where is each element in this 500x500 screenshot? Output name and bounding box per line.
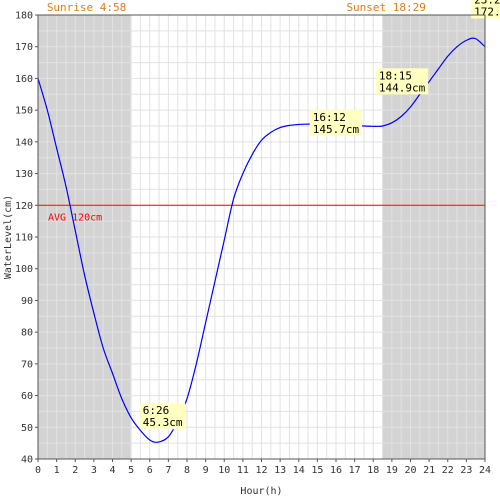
x-tick-label: 13 [274, 465, 286, 476]
annotation-time: 23:28 [474, 0, 500, 6]
average-line-group: AVG 120cm [38, 204, 485, 223]
y-tick-label: 40 [21, 455, 33, 466]
series-line-0 [37, 37, 486, 443]
x-tick-label: 18 [367, 465, 379, 476]
x-tick-label: 14 [293, 465, 305, 476]
x-tick-label: 0 [35, 465, 41, 476]
x-tick-label: 12 [255, 465, 267, 476]
y-tick-label: 70 [21, 359, 33, 370]
annotations: 6:2645.3cm16:12145.7cm18:15144.9cm23:281… [139, 0, 500, 430]
average-label: AVG 120cm [48, 212, 102, 223]
x-tick-label: 9 [203, 465, 209, 476]
y-tick-label: 180 [15, 11, 33, 22]
annotation-time: 18:15 [379, 69, 412, 82]
x-tick-label: 16 [330, 465, 342, 476]
x-tick-label: 2 [72, 465, 78, 476]
annotation-3: 23:28172.6cm [471, 0, 500, 19]
x-tick-label: 6 [147, 465, 153, 476]
x-tick-label: 7 [165, 465, 171, 476]
annotation-value: 172.6cm [474, 5, 500, 18]
y-tick-label: 100 [15, 264, 33, 275]
sunrise-label: Sunrise 4:58 [47, 1, 126, 14]
annotation-value: 145.7cm [313, 123, 360, 136]
x-axis-title: Hour(h) [240, 486, 282, 497]
annotation-box [471, 0, 500, 19]
y-tick-label: 80 [21, 328, 33, 339]
x-tick-label: 1 [54, 465, 60, 476]
y-tick-label: 120 [15, 201, 33, 212]
x-tick-label: 23 [460, 465, 472, 476]
water-level-series [37, 37, 486, 443]
annotation-time: 6:26 [143, 404, 170, 417]
annotation-box [375, 68, 429, 95]
x-tick-label: 20 [404, 465, 416, 476]
tick-labels: 0 1 2 3 4 5 6 7 8 9 10 11 12 13 14 15 16 17 18 19 20 21 22 23 24… [15, 11, 491, 477]
annotation-time: 16:12 [313, 111, 346, 124]
y-axis-title: WaterLevel(cm) [3, 195, 14, 279]
x-tick-label: 22 [442, 465, 454, 476]
y-tick-label: 160 [15, 74, 33, 85]
y-tick-label: 150 [15, 106, 33, 117]
x-tick-label: 19 [386, 465, 398, 476]
y-tick-label: 50 [21, 423, 33, 434]
y-tick-label: 110 [15, 233, 33, 244]
y-tick-label: 140 [15, 137, 33, 148]
x-tick-label: 10 [218, 465, 230, 476]
annotation-value: 144.9cm [379, 81, 426, 94]
annotation-box [139, 403, 186, 430]
x-tick-label: 3 [91, 465, 97, 476]
x-tick-label: 4 [109, 465, 115, 476]
y-tick-label: 60 [21, 391, 33, 402]
x-tick-label: 24 [479, 465, 491, 476]
y-tick-label: 130 [15, 169, 33, 180]
x-tick-label: 8 [184, 465, 190, 476]
y-tick-label: 90 [21, 296, 33, 307]
x-tick-label: 17 [349, 465, 361, 476]
x-tick-label: 11 [237, 465, 249, 476]
annotation-box [309, 109, 362, 136]
x-tick-label: 15 [311, 465, 323, 476]
x-tick-label: 21 [423, 465, 435, 476]
sunset-label: Sunset 18:29 [346, 1, 425, 14]
annotation-value: 45.3cm [143, 416, 183, 429]
y-tick-label: 170 [15, 42, 33, 53]
x-tick-label: 5 [128, 465, 134, 476]
